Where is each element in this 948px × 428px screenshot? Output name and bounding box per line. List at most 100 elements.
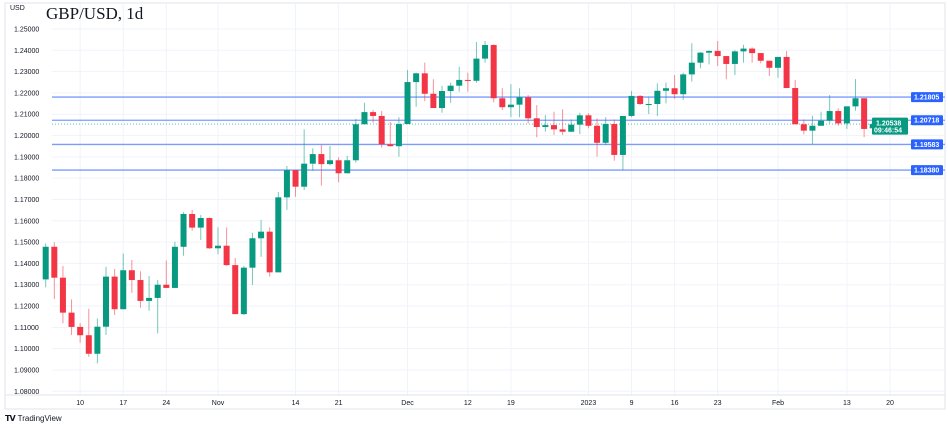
candle-body: [482, 44, 489, 59]
candle-body: [464, 79, 471, 81]
time-tick-label: 24: [162, 400, 170, 407]
candle-2022-12-27: [550, 111, 557, 135]
currency-unit: USD: [10, 5, 25, 12]
candle-2023-01-19: [697, 52, 704, 69]
price-tick-label: 1.15000: [14, 240, 39, 247]
candle-2022-12-20: [516, 88, 523, 118]
candle-body: [395, 124, 402, 147]
brand[interactable]: 𝗧𝗩 TradingView: [5, 414, 62, 423]
time-tick-label: Dec: [401, 400, 414, 407]
candle-2023-01-26: [740, 44, 747, 63]
candle-2023-02-15: [861, 98, 868, 138]
candle-body: [180, 213, 187, 247]
candle-body: [516, 97, 523, 105]
candle-body: [171, 246, 178, 288]
candle-body: [576, 115, 583, 125]
price-axis[interactable]: 1.25000 1.24000 1.23000 1.22000 1.21000 1.200…: [14, 27, 39, 396]
candle-body: [223, 245, 230, 266]
candle-2023-01-11: [645, 96, 652, 115]
level-price-label-bg: [911, 165, 943, 176]
candle-2022-10-11: [85, 308, 92, 357]
time-axis[interactable]: 10 17 24 Nov 14 21 Dec 12 19 2023 9 16 23 Feb 13 20: [76, 400, 894, 407]
price-tick-label: 1.21000: [14, 112, 39, 119]
candle-body: [77, 326, 84, 336]
candle-body: [249, 238, 256, 268]
candle-body: [326, 160, 333, 165]
candle-2022-10-13: [103, 266, 110, 336]
price-tick-label: 1.20000: [14, 133, 39, 140]
candle-2022-12-12: [464, 72, 471, 92]
candle-2022-11-15: [301, 129, 308, 191]
candle-body: [447, 85, 454, 92]
price-tick-label: 1.14000: [14, 261, 39, 268]
candle-2022-10-27: [189, 209, 196, 231]
level-price-label: 1.18380: [914, 168, 939, 175]
candle-2022-10-17: [120, 253, 127, 310]
candle-body: [861, 98, 868, 129]
level-price-label: 1.19583: [914, 142, 939, 149]
chart-title: GBP/USD, 1d: [46, 4, 144, 23]
candle-2022-11-21: [335, 157, 342, 183]
candle-body: [542, 125, 549, 128]
candle-body: [111, 276, 118, 310]
candle-body: [662, 88, 669, 91]
price-tick-label: 1.16000: [14, 218, 39, 225]
candle-2022-11-03: [232, 258, 239, 315]
time-tick-label: 9: [630, 400, 634, 407]
candle-body: [714, 50, 721, 57]
candle-2022-12-09: [456, 66, 463, 92]
candle-body: [154, 284, 161, 298]
candle-body: [473, 58, 480, 81]
candle-body: [146, 297, 153, 301]
candle-2022-12-30: [576, 112, 583, 135]
candle-2023-02-08: [818, 111, 825, 126]
candle-2022-11-24: [361, 102, 368, 125]
price-tick-label: 1.23000: [14, 69, 39, 76]
candle-body: [318, 154, 325, 165]
candle-body: [800, 124, 807, 131]
candle-body: [835, 111, 842, 124]
candle-body: [68, 312, 75, 327]
candle-body: [585, 115, 592, 126]
candle-body: [103, 276, 110, 327]
candle-body: [335, 160, 342, 174]
candle-2022-10-05: [51, 242, 58, 299]
candle-2022-11-17: [318, 144, 325, 186]
candle-body: [94, 326, 101, 354]
candle-2023-02-14: [852, 79, 859, 111]
candle-body: [818, 120, 825, 126]
candle-body: [602, 124, 609, 143]
candle-body: [85, 335, 92, 354]
price-tick-label: 1.09000: [14, 367, 39, 374]
price-tick-label: 1.11000: [14, 325, 39, 332]
candle-2022-11-07: [249, 232, 256, 285]
candle-body: [292, 170, 299, 187]
candle-body: [774, 56, 781, 68]
time-tick-label: 21: [335, 400, 343, 407]
price-tick-label: 1.19000: [14, 154, 39, 161]
candle-2022-11-28: [378, 111, 385, 148]
candle-2023-01-30: [757, 53, 764, 64]
time-tick-label: 20: [886, 400, 894, 407]
brand-name: TradingView: [17, 414, 62, 423]
candle-2022-12-15: [490, 44, 497, 103]
price-tick-label: 1.12000: [14, 304, 39, 311]
candle-2022-11-02: [223, 227, 230, 266]
candle-body: [792, 88, 799, 125]
candle-2022-12-23: [542, 115, 549, 132]
candle-2022-11-10: [275, 192, 282, 273]
candle-2022-12-29: [568, 119, 575, 132]
candle-body: [163, 284, 170, 288]
candle-2022-12-14: [482, 40, 489, 63]
candle-2022-11-09: [266, 227, 273, 277]
candle-2022-11-01: [215, 227, 221, 255]
candle-body: [594, 125, 601, 143]
candle-2022-10-24: [163, 260, 170, 288]
candle-2022-10-25: [171, 241, 178, 288]
time-tick-label: 12: [464, 400, 472, 407]
candle-body: [766, 60, 773, 68]
candle-body: [404, 82, 411, 125]
candle-body: [568, 124, 575, 132]
candle-2023-01-25: [731, 50, 738, 76]
